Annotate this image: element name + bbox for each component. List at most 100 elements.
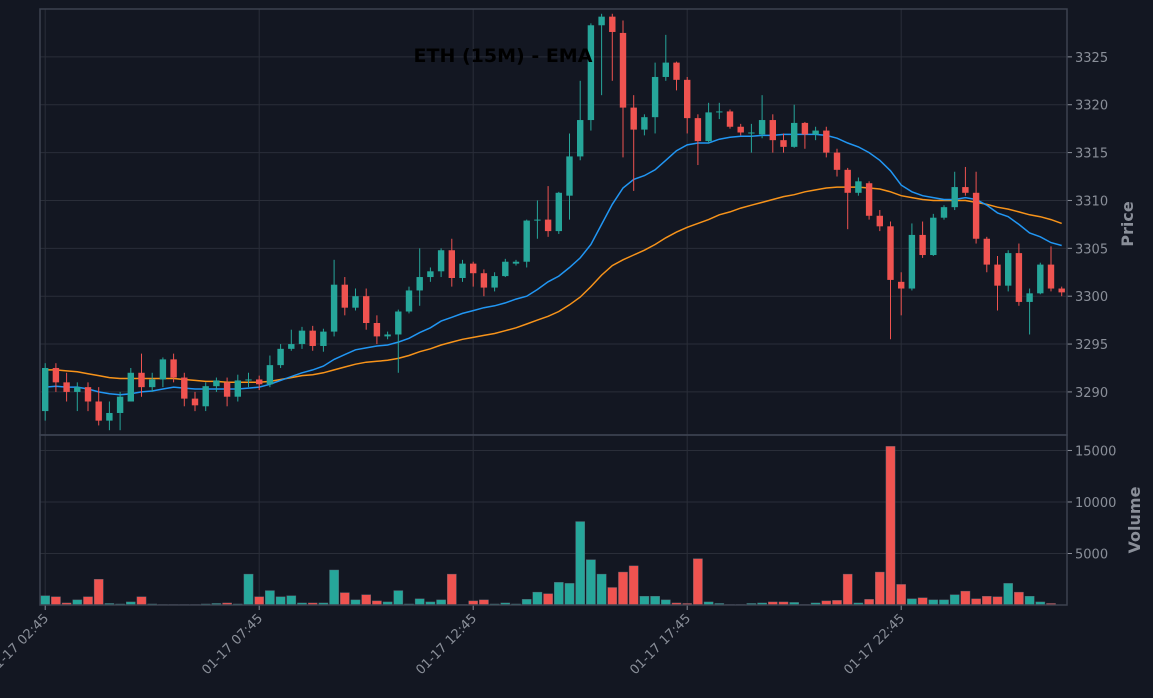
volume-bar (243, 573, 254, 606)
volume-axis-label: Volume (1125, 486, 1144, 553)
candle-body (330, 284, 338, 332)
candle-body (630, 107, 637, 130)
price-tick-label: 3300 (1075, 290, 1108, 305)
volume-bar (1003, 583, 1013, 606)
volume-bar (618, 571, 628, 606)
candle-body (577, 120, 584, 157)
candle-body (962, 187, 969, 193)
volume-bar (960, 590, 971, 606)
candle-body (320, 331, 327, 346)
price-tick-label: 3315 (1075, 147, 1108, 162)
candle-body (598, 16, 605, 26)
candle-body (972, 192, 980, 239)
candle-body (480, 273, 488, 288)
candle-body (298, 330, 306, 345)
volume-bar (447, 573, 457, 606)
candle-body (277, 348, 284, 366)
volume-bar (949, 594, 960, 606)
volume-tick-label: 5000 (1075, 547, 1108, 562)
candle-body (202, 386, 209, 407)
candle-body (812, 130, 819, 135)
candle-body (609, 16, 616, 32)
candle-body (651, 76, 659, 118)
candle-body (737, 126, 744, 133)
volume-panel-frame (39, 434, 1068, 606)
candle-body (470, 263, 477, 274)
volume-bar (329, 569, 339, 606)
candle-body (116, 396, 124, 413)
candle-body (84, 387, 92, 402)
candle-body (791, 122, 798, 147)
volume-bar (864, 599, 874, 606)
volume-bar (693, 558, 703, 606)
candle-body (566, 156, 573, 196)
volume-bar (136, 596, 147, 606)
volume-bar (554, 582, 564, 606)
price-tick-label: 3290 (1075, 386, 1108, 401)
candle-body (876, 215, 883, 227)
candle-body (951, 187, 958, 208)
candle-body (512, 261, 520, 264)
candle-body (106, 412, 113, 421)
volume-tick-label: 10000 (1075, 496, 1116, 511)
volume-bar (361, 594, 372, 606)
candle-body (705, 112, 712, 142)
volume-bar (917, 597, 928, 606)
candle-body (352, 296, 359, 308)
candle-body (587, 25, 595, 121)
volume-bar (628, 565, 639, 606)
volume-bar (875, 571, 885, 606)
candle-body (52, 367, 60, 383)
candle-body (448, 250, 455, 279)
candles (42, 13, 1065, 431)
candle-body (427, 271, 434, 278)
candle-body (748, 132, 755, 134)
candle-body (865, 183, 873, 216)
volume-tick-label: 15000 (1075, 444, 1116, 459)
candle-body (159, 359, 167, 380)
candle-body (684, 79, 691, 119)
volume-bar (896, 584, 906, 606)
volume-bar (650, 596, 660, 606)
volume-bar (350, 599, 361, 606)
volume-bar (40, 595, 50, 606)
candle-body (1005, 253, 1012, 286)
volume-bar (340, 592, 350, 606)
candle-body (833, 152, 841, 170)
candle-body (502, 261, 509, 277)
volume-bar (414, 598, 425, 606)
volume-bar (586, 559, 596, 606)
candle-body (127, 372, 134, 402)
volume-bar (254, 596, 265, 606)
price-tick-label: 3305 (1075, 242, 1108, 257)
candle-body (191, 398, 199, 406)
candle-body (662, 62, 669, 77)
candle-body (223, 382, 231, 397)
volume-bar (72, 599, 83, 606)
candle-body (1058, 288, 1065, 293)
candle-body (930, 217, 937, 256)
candle-body (384, 334, 391, 337)
price-tick-label: 3310 (1075, 194, 1108, 209)
candle-body (544, 219, 552, 232)
candle-body (673, 62, 680, 80)
candle-body (256, 379, 263, 385)
candle-body (42, 367, 49, 412)
candle-body (641, 117, 648, 130)
volume-bar (607, 587, 618, 606)
candle-body (694, 118, 702, 142)
candle-body (341, 284, 348, 308)
candle-body (716, 111, 723, 113)
candle-body (213, 380, 220, 387)
price-tick-label: 3320 (1075, 99, 1108, 114)
candle-body (288, 344, 295, 349)
candle-body (437, 250, 445, 272)
volume-bar (661, 599, 671, 606)
candle-body (555, 192, 562, 232)
volume-bar (992, 596, 1003, 606)
price-panel (42, 13, 1065, 431)
volume-bar (1014, 591, 1024, 606)
candle-body (780, 140, 787, 147)
volume-bar (265, 590, 275, 606)
